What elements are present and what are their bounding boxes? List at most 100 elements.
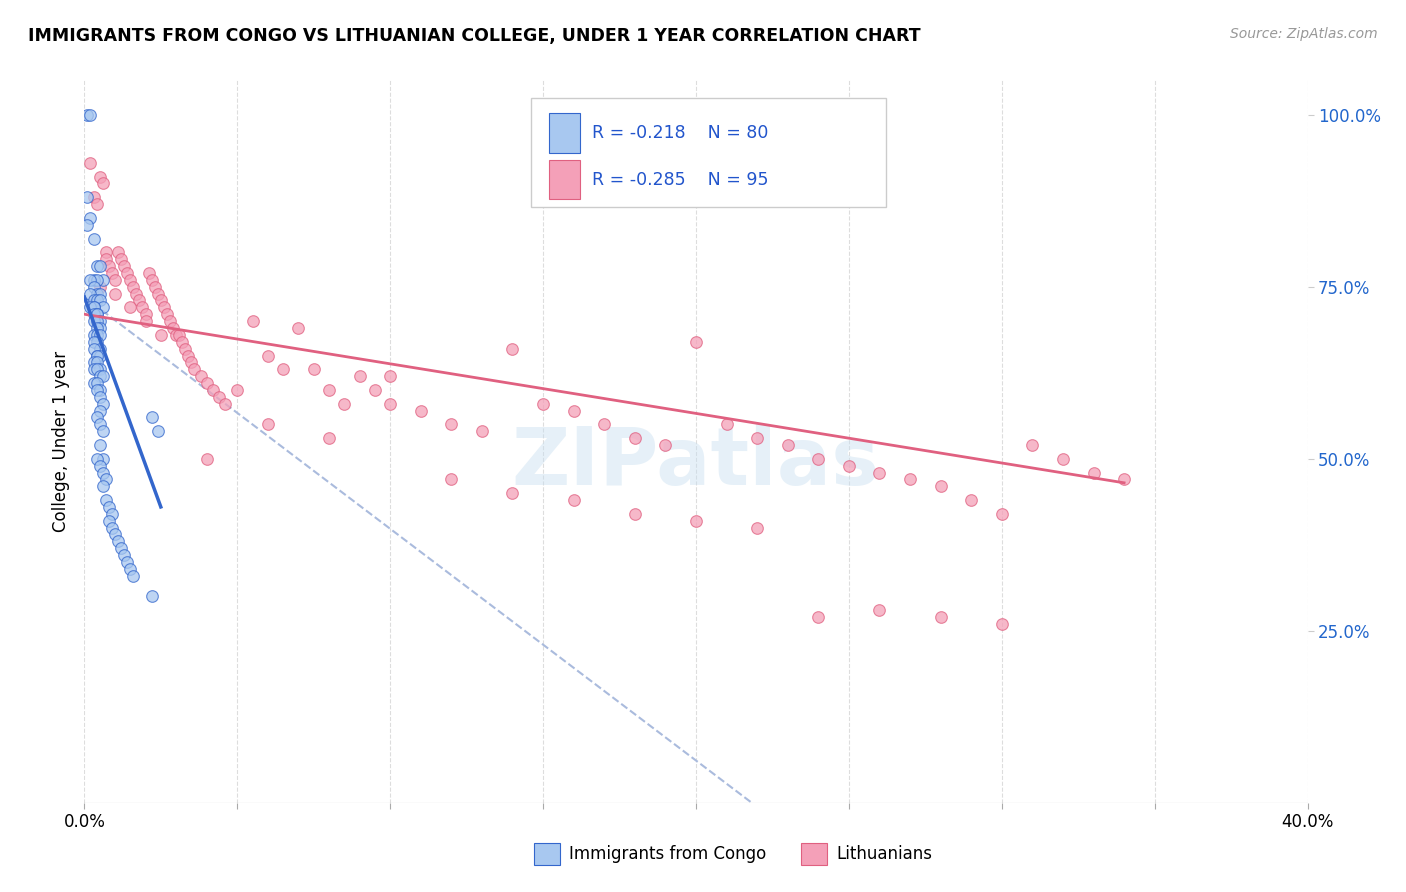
Point xyxy=(91,479,114,493)
Point xyxy=(747,520,769,534)
Point xyxy=(104,527,127,541)
Bar xyxy=(550,112,579,153)
Point xyxy=(257,417,280,432)
Point xyxy=(162,321,184,335)
Point xyxy=(94,252,117,267)
Point xyxy=(79,286,101,301)
Point xyxy=(380,369,402,384)
Point xyxy=(89,417,111,432)
Point xyxy=(562,403,585,417)
Point xyxy=(101,266,124,280)
Point xyxy=(318,431,340,445)
Point xyxy=(380,397,402,411)
Point xyxy=(167,327,190,342)
Point xyxy=(226,383,249,397)
Point xyxy=(107,534,129,549)
Point xyxy=(83,190,105,204)
Point xyxy=(83,376,105,390)
Point xyxy=(156,307,179,321)
Point xyxy=(86,327,108,342)
Point xyxy=(79,301,101,315)
Point xyxy=(89,286,111,301)
Point xyxy=(83,342,105,356)
Text: ZIPatlas: ZIPatlas xyxy=(512,425,880,502)
Point xyxy=(131,301,153,315)
Point xyxy=(79,108,101,122)
Point xyxy=(654,438,676,452)
Point xyxy=(471,424,494,438)
Point xyxy=(125,286,148,301)
Point xyxy=(122,279,145,293)
Point xyxy=(86,376,108,390)
Point xyxy=(838,458,860,473)
Point xyxy=(153,301,176,315)
Point xyxy=(898,472,921,486)
Point xyxy=(146,424,169,438)
Point xyxy=(287,321,309,335)
Text: Lithuanians: Lithuanians xyxy=(837,845,932,863)
Point xyxy=(101,520,124,534)
Point xyxy=(91,177,114,191)
Point xyxy=(89,321,111,335)
Text: R = -0.218    N = 80: R = -0.218 N = 80 xyxy=(592,124,768,142)
Point xyxy=(86,259,108,273)
Point xyxy=(208,390,231,404)
Point xyxy=(685,514,707,528)
Point xyxy=(107,245,129,260)
Point xyxy=(83,307,105,321)
Point xyxy=(97,259,120,273)
Point xyxy=(86,197,108,211)
Point xyxy=(97,500,120,514)
Point xyxy=(141,410,163,425)
Point xyxy=(91,451,114,466)
Point xyxy=(440,417,463,432)
Point xyxy=(146,286,169,301)
Point xyxy=(83,301,105,315)
Point xyxy=(120,301,142,315)
Point xyxy=(76,190,98,204)
Point xyxy=(141,273,163,287)
Point xyxy=(89,458,111,473)
Point xyxy=(91,424,114,438)
Point xyxy=(86,273,108,287)
Point xyxy=(115,555,138,569)
Point xyxy=(83,273,105,287)
Point xyxy=(991,507,1014,521)
Point xyxy=(165,327,187,342)
Point xyxy=(1021,438,1043,452)
Point xyxy=(929,479,952,493)
Point xyxy=(685,334,707,349)
Point xyxy=(1052,451,1074,466)
Point xyxy=(79,211,101,225)
Point xyxy=(104,286,127,301)
Point xyxy=(86,307,108,321)
Point xyxy=(89,314,111,328)
Point xyxy=(1114,472,1136,486)
Point xyxy=(183,362,205,376)
Point xyxy=(172,334,194,349)
Point xyxy=(89,362,111,376)
Point xyxy=(89,438,111,452)
Point xyxy=(89,293,111,308)
Point xyxy=(76,218,98,232)
Point xyxy=(89,349,111,363)
Point xyxy=(86,314,108,328)
Point xyxy=(318,383,340,397)
Point xyxy=(89,369,111,384)
Point xyxy=(86,286,108,301)
Point xyxy=(502,486,524,500)
Point xyxy=(112,259,135,273)
Point xyxy=(115,266,138,280)
Text: Source: ZipAtlas.com: Source: ZipAtlas.com xyxy=(1230,27,1378,41)
Point xyxy=(94,245,117,260)
Point xyxy=(89,342,111,356)
Point xyxy=(149,293,172,308)
Point xyxy=(83,355,105,369)
Point xyxy=(190,369,212,384)
Point xyxy=(195,376,218,390)
Point xyxy=(86,349,108,363)
Point xyxy=(869,603,891,617)
Point xyxy=(83,231,105,245)
Point xyxy=(502,342,524,356)
Text: R = -0.285    N = 95: R = -0.285 N = 95 xyxy=(592,170,769,188)
